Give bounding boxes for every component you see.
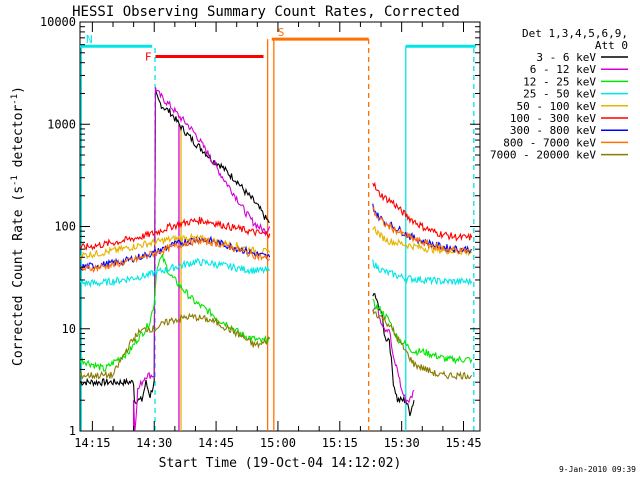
- series-line: [80, 216, 271, 251]
- y-axis-label-sup: -1: [10, 94, 20, 105]
- series-line: [372, 203, 473, 254]
- x-tick-label: 15:45: [445, 436, 481, 450]
- legend-entry-label: 12 - 25 keV: [523, 75, 596, 88]
- series-line: [372, 225, 472, 257]
- y-axis-label-part: detector: [11, 105, 26, 176]
- x-axis: 14:15 14:30 14:45 15:00 15:15 15:30 15:45: [74, 22, 482, 450]
- x-tick-label: 15:30: [384, 436, 420, 450]
- legend-entry-label: 7000 - 20000 keV: [490, 149, 596, 162]
- attenuator-flag-label: N: [86, 33, 93, 46]
- x-axis-label: Start Time (19-Oct-04 14:12:02): [159, 456, 402, 471]
- legend-entry-label: 300 - 800 keV: [510, 124, 596, 137]
- y-tick-label: 100: [54, 220, 76, 234]
- series-line: [372, 298, 473, 365]
- y-axis: 1 10 100 1000 10000: [40, 15, 480, 438]
- x-tick-label: 15:00: [260, 436, 296, 450]
- legend-entry-label: 50 - 100 keV: [517, 100, 597, 113]
- series-line: [80, 253, 271, 372]
- x-tick-label: 15:15: [322, 436, 358, 450]
- y-tick-label: 1: [69, 424, 76, 438]
- series-line: [80, 312, 271, 381]
- plot-area: N F S 1 10 100 1000 10000 14:15 14:30 14:45 15:00…: [40, 15, 482, 450]
- legend-entry-label: 25 - 50 keV: [523, 88, 596, 101]
- series-line: [372, 293, 415, 417]
- series-line: [133, 87, 271, 431]
- legend-entry-label: 100 - 300 keV: [510, 112, 596, 125]
- series-line: [80, 89, 270, 405]
- series-line: [372, 181, 473, 242]
- series-line: [80, 237, 271, 273]
- series-lines: [80, 87, 473, 431]
- legend-header: Att 0: [595, 39, 628, 52]
- series-line: [372, 206, 473, 255]
- legend-entry-label: 3 - 6 keV: [536, 51, 596, 64]
- vertical-markers: [80, 39, 475, 431]
- y-tick-label: 1000: [47, 117, 76, 131]
- y-axis-label-part: ): [11, 86, 26, 94]
- series-line: [372, 309, 473, 381]
- y-axis-label-sup: -1: [10, 175, 20, 186]
- attenuator-flag-label: F: [145, 50, 152, 63]
- legend-entry-label: 6 - 12 keV: [530, 63, 597, 76]
- y-tick-label: 10: [62, 322, 76, 336]
- attenuator-flag-label: S: [278, 26, 285, 39]
- y-axis-label: Corrected Count Rate (s-1 detector-1): [10, 86, 26, 366]
- series-line: [80, 258, 270, 289]
- attenuator-flags: N F S: [80, 26, 476, 63]
- series-line: [372, 259, 473, 287]
- x-tick-label: 14:45: [198, 436, 234, 450]
- x-tick-label: 14:30: [136, 436, 172, 450]
- series-line: [372, 307, 415, 404]
- legend-entry-label: 800 - 7000 keV: [503, 136, 596, 149]
- footer-timestamp: 9-Jan-2010 09:39: [559, 465, 636, 474]
- x-tick-label: 14:15: [74, 436, 110, 450]
- y-tick-label: 10000: [40, 15, 76, 29]
- y-axis-label-part: Corrected Count Rate (s: [11, 186, 26, 366]
- legend-header: Det 1,3,4,5,6,9,: [522, 27, 628, 40]
- chart-title: HESSI Observing Summary Count Rates, Cor…: [72, 4, 460, 20]
